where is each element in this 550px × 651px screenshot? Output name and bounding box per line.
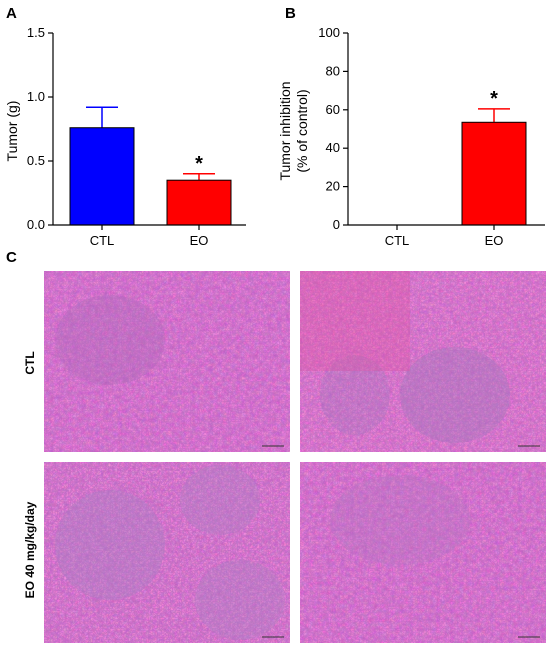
panel-label-c: C	[6, 249, 17, 266]
y-tick-label: 80	[326, 63, 340, 78]
chart-b-y-axis-ticks: 0 20 40 60 80 100	[318, 25, 348, 232]
chart-a-y-axis-ticks: 0.0 0.5 1.0 1.5	[27, 25, 53, 232]
y-tick-label: 60	[326, 102, 340, 117]
chart-b-ylabel-line1: Tumor inhibition	[277, 81, 293, 180]
y-tick-label: 0	[333, 217, 340, 232]
micrograph-eo-left	[44, 462, 290, 643]
chart-b-ylabel-line2: (% of control)	[294, 89, 310, 172]
y-tick-label: 40	[326, 140, 340, 155]
micrograph-ctl-right	[300, 271, 546, 452]
significance-marker: *	[490, 88, 498, 110]
chart-b-bars: *	[461, 88, 527, 226]
y-tick-label: 0.0	[27, 217, 45, 232]
micrograph-eo-right	[300, 462, 546, 643]
chart-b: Tumor inhibition (% of control) 0 20 40 60 8…	[277, 25, 545, 248]
micrograph-ctl-left	[44, 271, 290, 452]
x-tick-label: CTL	[90, 233, 115, 248]
significance-marker: *	[195, 153, 203, 175]
row-label-ctl: CTL	[23, 351, 37, 374]
y-tick-label: 100	[318, 25, 340, 40]
y-tick-label: 1.5	[27, 25, 45, 40]
bar-ctl	[69, 127, 135, 226]
row-label-eo: EO 40 mg/kg/day	[23, 501, 37, 598]
chart-a-ylabel: Tumor (g)	[4, 101, 20, 162]
panel-label-b: B	[285, 5, 296, 22]
chart-b-x-axis-labels: CTL EO	[385, 225, 504, 248]
y-tick-label: 20	[326, 179, 340, 194]
y-tick-label: 1.0	[27, 89, 45, 104]
y-tick-label: 0.5	[27, 153, 45, 168]
bar-eo	[166, 179, 232, 226]
chart-a-bars: *	[69, 106, 232, 226]
bar-eo	[461, 121, 527, 226]
chart-a-x-axis-labels: CTL EO	[90, 225, 209, 248]
x-tick-label: EO	[485, 233, 504, 248]
chart-a: Tumor (g) 0.0 0.5 1.0 1.5 * CTL EO	[4, 25, 246, 248]
panel-label-a: A	[6, 5, 17, 22]
x-tick-label: CTL	[385, 233, 410, 248]
x-tick-label: EO	[190, 233, 209, 248]
